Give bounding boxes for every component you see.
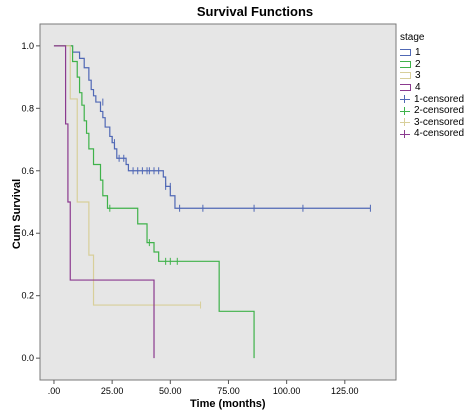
x-tick-label: 50.00 <box>159 386 182 396</box>
censor-markers <box>102 98 371 309</box>
legend-item: 3 <box>400 70 464 82</box>
legend-swatch <box>400 106 410 115</box>
legend-label: 2 <box>415 58 421 70</box>
x-axis: .00 25.00 50.00 75.00 100.00 125.00 <box>48 380 359 396</box>
legend-swatch <box>400 49 411 57</box>
legend-item: 4 <box>400 82 464 94</box>
x-tick-label: 75.00 <box>217 386 240 396</box>
legend-item: 4-censored <box>400 128 464 140</box>
legend-title: stage <box>400 32 425 43</box>
x-tick-label: 25.00 <box>101 386 124 396</box>
chart-title: Survival Functions <box>196 4 314 19</box>
plot-background <box>39 23 397 381</box>
y-tick-label: 1.0 <box>21 41 34 51</box>
y-tick-label: 0.6 <box>21 166 34 176</box>
legend-label: 1-censored <box>414 93 465 105</box>
legend-swatch <box>400 118 410 127</box>
legend-label: 4-censored <box>414 128 465 140</box>
legend-item: 2 <box>400 59 464 71</box>
legend-label: 3-censored <box>414 116 465 128</box>
x-tick-label: 125.00 <box>331 386 359 396</box>
x-tick-label: .00 <box>48 386 61 396</box>
y-tick-label: 0.2 <box>21 291 34 301</box>
legend-swatch <box>400 72 411 80</box>
legend-swatch <box>400 84 411 92</box>
y-axis-label: Cum Survival <box>11 178 24 250</box>
legend-item: 3-censored <box>400 117 464 129</box>
series-lines <box>53 45 371 359</box>
legend-item: 1 <box>400 47 464 59</box>
y-tick-label: 0.8 <box>21 103 34 113</box>
legend-item: 2-censored <box>400 105 464 117</box>
legend-swatch <box>400 60 411 68</box>
series-4-line <box>53 45 155 359</box>
legend-label: 4 <box>415 82 421 94</box>
y-axis: 0.0 0.2 0.4 0.6 0.8 1.0 <box>21 41 40 363</box>
legend-swatch <box>400 95 410 104</box>
legend-label: 1 <box>415 47 421 59</box>
y-tick-label: 0.4 <box>21 228 34 238</box>
x-axis-label: Time (months) <box>190 398 266 410</box>
series-2-line <box>53 45 255 359</box>
series-1-line <box>53 45 371 209</box>
legend: stage 1 2 3 4 1-censored 2-censored 3-censored… <box>400 32 464 140</box>
legend-label: 3 <box>415 70 421 82</box>
legend-item: 1-censored <box>400 93 464 105</box>
x-tick-label: 100.00 <box>273 386 301 396</box>
y-tick-label: 0.0 <box>21 353 34 363</box>
legend-label: 2-censored <box>414 105 465 117</box>
legend-swatch <box>400 129 410 138</box>
